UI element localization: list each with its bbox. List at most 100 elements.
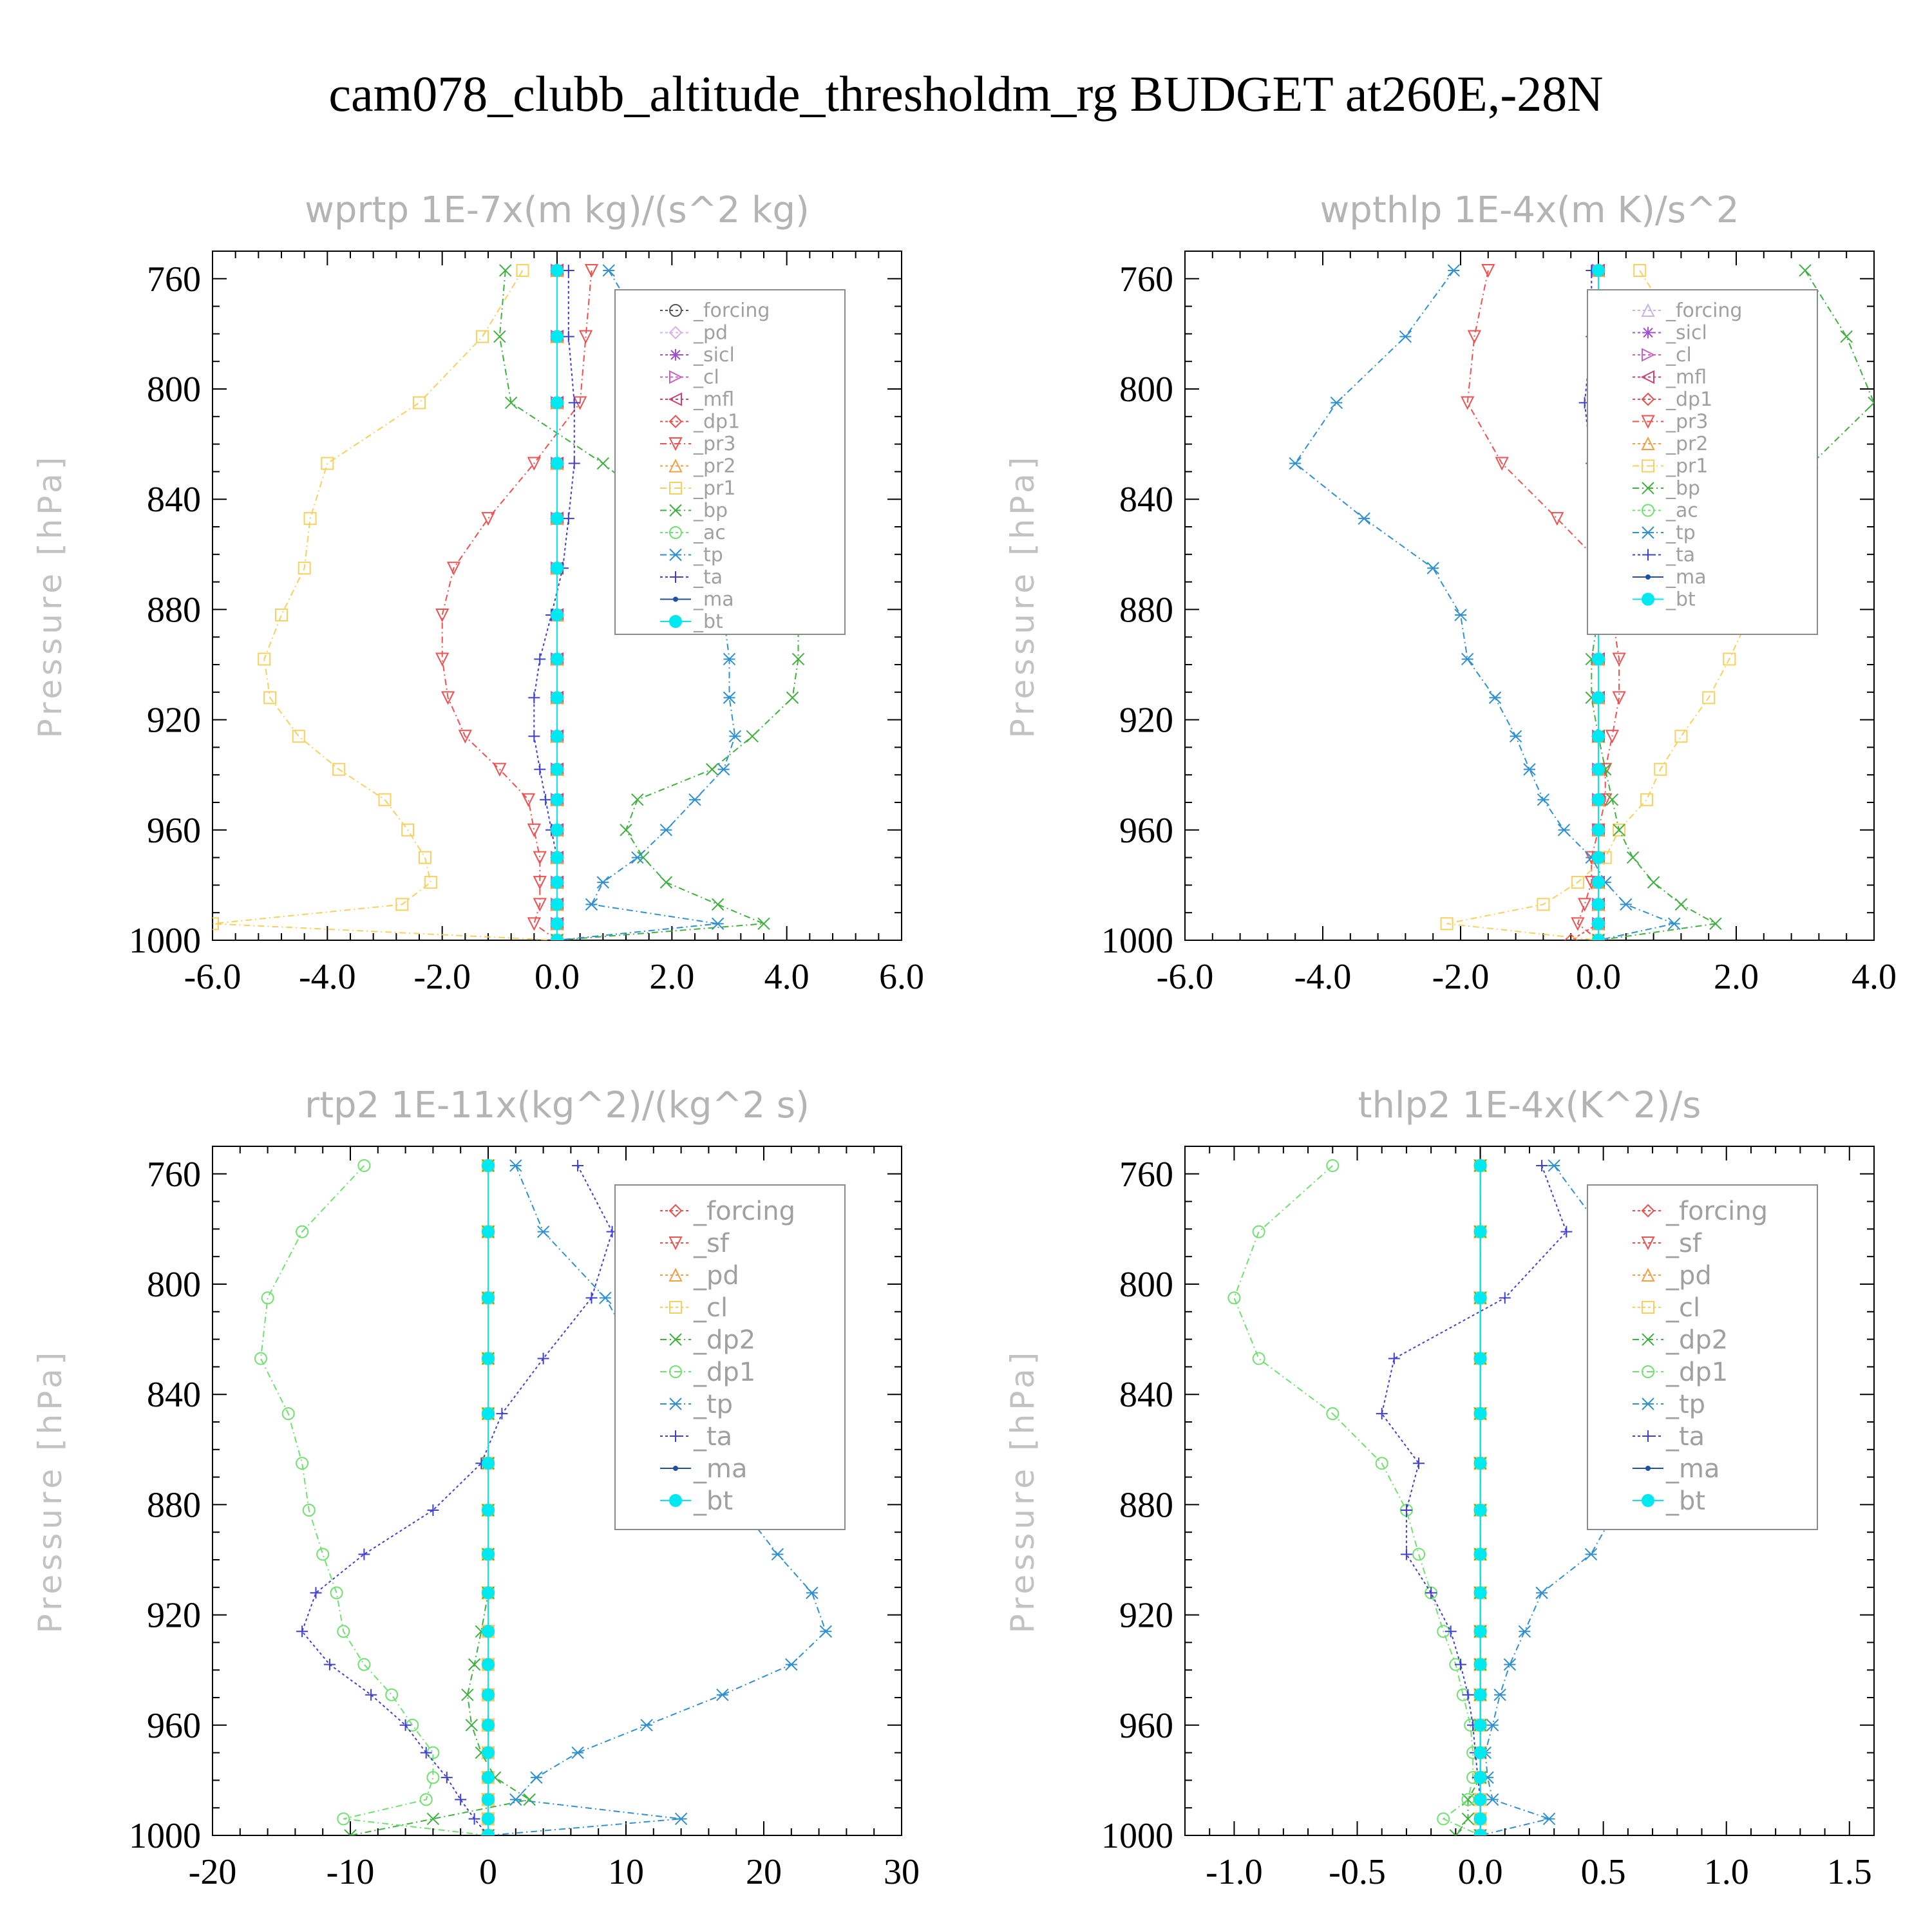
data-point [1709, 917, 1722, 931]
data-point [303, 512, 317, 526]
data-point [321, 457, 334, 470]
legend-item: _dp1 [660, 1358, 755, 1387]
x-tick-label: 2.0 [649, 957, 694, 997]
y-tick-label: 1000 [1101, 1816, 1173, 1856]
legend-item: _ta [660, 1422, 732, 1452]
data-point [711, 917, 724, 931]
x-tick-label: 2.0 [1714, 957, 1759, 997]
legend-marker [1642, 327, 1654, 339]
data-point [1473, 1829, 1487, 1835]
data-point [310, 1587, 322, 1599]
data-point [596, 457, 610, 470]
legend-item: _ta [1633, 1422, 1705, 1452]
data-point [1592, 652, 1605, 666]
data-point [584, 263, 599, 278]
y-tick-label: 840 [147, 1375, 201, 1415]
panel-1: wprtp 1E-7x(m kg)/(s^2 kg) Pressure [hPa]… [32, 189, 924, 997]
legend-marker [1641, 392, 1655, 406]
data-point [551, 608, 564, 621]
data-point [674, 1812, 688, 1826]
series-bt [1473, 1159, 1487, 1835]
data-point [1674, 730, 1688, 743]
data-point [1473, 1225, 1487, 1238]
legend-item: _ac [1633, 500, 1698, 522]
data-point [1592, 851, 1605, 864]
legend-box [1587, 289, 1818, 635]
data-point [481, 512, 495, 526]
data-point [1647, 876, 1660, 889]
data-point [440, 1772, 453, 1784]
data-point [1252, 1225, 1265, 1238]
data-point [482, 1503, 495, 1517]
data-point [482, 1457, 495, 1470]
data-point [1571, 876, 1584, 889]
legend-item: _cl [1633, 344, 1692, 366]
data-point [1388, 1352, 1400, 1365]
legend-item: _pr2 [660, 455, 735, 478]
data-point [1537, 793, 1550, 806]
legend-label: _cl [693, 1293, 728, 1323]
legend-label: _ta [693, 1422, 732, 1452]
legend-item: _pd [660, 1261, 739, 1291]
data-point [1577, 898, 1592, 912]
legend-marker [669, 1333, 682, 1346]
data-point [330, 1586, 343, 1600]
data-point [1612, 691, 1626, 705]
series-group [254, 1158, 833, 1835]
series-dp1 [1227, 1159, 1487, 1835]
legend-item: _dp2 [660, 1325, 755, 1355]
legend-marker [669, 548, 682, 562]
legend-label: _ac [693, 522, 726, 544]
y-tick-label: 960 [1119, 811, 1173, 851]
panel-3: rtp2 1E-11x(kg^2)/(kg^2 s) Pressure [hPa]… [32, 1084, 920, 1892]
y-tick-label: 1000 [129, 921, 201, 961]
x-tick-label: 0.0 [1576, 957, 1621, 997]
legend-label: _tp [1665, 522, 1696, 544]
series-line [1233, 1165, 1481, 1835]
legend-label: _cl [693, 366, 719, 389]
data-point [482, 1771, 495, 1785]
data-point [1548, 1159, 1560, 1172]
y-tick-label: 880 [147, 590, 201, 630]
x-tick-label: -4.0 [1294, 957, 1352, 997]
data-point [1592, 876, 1605, 889]
data-point [337, 1625, 350, 1638]
data-point [468, 1813, 480, 1825]
data-point [578, 330, 593, 344]
data-point [1473, 1586, 1487, 1600]
data-point [302, 1503, 316, 1517]
data-point [533, 851, 547, 865]
legend-marker [1641, 415, 1655, 429]
data-point [1447, 264, 1461, 277]
legend-marker [669, 370, 683, 384]
data-point [455, 1794, 467, 1806]
data-point [523, 1793, 536, 1806]
legend-marker [673, 596, 678, 602]
data-point [482, 1746, 495, 1759]
series-line [1466, 270, 1620, 940]
data-point [527, 917, 541, 931]
legend-label: _forcing [693, 299, 770, 322]
y-tick-label: 1000 [1101, 921, 1173, 961]
series-line [533, 270, 575, 940]
data-point [1473, 1352, 1487, 1365]
legend-item: _dp1 [1633, 1358, 1728, 1387]
legend-label: _dp1 [693, 1358, 755, 1387]
data-point [540, 793, 552, 806]
x-tick-label: -20 [189, 1852, 237, 1892]
legend-marker [668, 459, 683, 473]
legend-label: _ta [693, 566, 723, 589]
data-point [1252, 1352, 1265, 1365]
legend-item: _sicl [660, 344, 735, 366]
data-point [504, 396, 518, 410]
data-point [378, 793, 392, 806]
data-point [1499, 1292, 1511, 1304]
panel-title: rtp2 1E-11x(kg^2)/(kg^2 s) [305, 1084, 810, 1126]
legend-marker [1642, 1301, 1654, 1314]
data-point [551, 396, 564, 410]
data-point [551, 876, 564, 889]
x-tick-label: -1.0 [1206, 1852, 1263, 1892]
data-point [337, 1812, 350, 1826]
legend-item: _sicl [1633, 322, 1707, 345]
